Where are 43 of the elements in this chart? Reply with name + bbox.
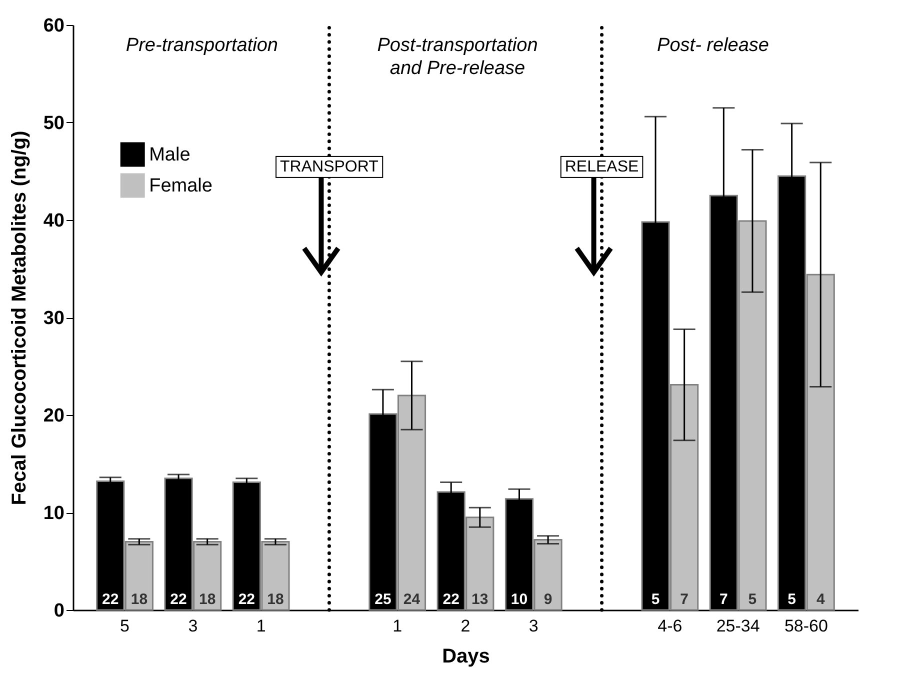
x-tick-label: 25-34 xyxy=(716,616,760,636)
annotation: 25 xyxy=(374,591,392,608)
annotation: 5 xyxy=(748,591,757,608)
annotation: 7 xyxy=(680,591,688,608)
y-tick-label: 60 xyxy=(43,16,64,36)
annotation: 22 xyxy=(238,591,256,608)
annotation: Pre-transportation xyxy=(126,35,278,56)
x-tick-label: 4-6 xyxy=(658,616,682,636)
x-tick-label: 3 xyxy=(188,616,198,636)
y-axis-title: Fecal Glucocorticoid Metabolites (ng/g) xyxy=(8,130,30,506)
annotation: 18 xyxy=(267,591,284,608)
annotation: 22 xyxy=(102,591,119,608)
y-tick-label: 20 xyxy=(43,406,64,426)
annotation: Post-transportation and Pre-release xyxy=(377,35,538,79)
annotation: Post- release xyxy=(657,35,770,56)
legend-label: Male xyxy=(149,144,190,166)
y-tick-label: 10 xyxy=(43,503,64,524)
annotation: 24 xyxy=(403,591,421,608)
annotation: 22 xyxy=(442,591,460,608)
annotation: 22 xyxy=(170,591,187,608)
x-tick-label: 2 xyxy=(460,616,470,636)
annotation: 7 xyxy=(719,591,728,608)
annotation: 13 xyxy=(472,591,488,608)
y-tick-label: 0 xyxy=(54,600,64,622)
annotation: 18 xyxy=(130,591,148,608)
annotation: 5 xyxy=(651,591,660,608)
annotation: 18 xyxy=(198,591,216,608)
y-tick-label: 50 xyxy=(43,113,64,134)
annotation: 4 xyxy=(816,591,826,608)
annotation: 10 xyxy=(510,591,528,608)
x-tick-label: 1 xyxy=(256,616,266,636)
x-tick-label: 5 xyxy=(120,616,130,636)
annotation: 9 xyxy=(544,591,552,608)
annotation: 5 xyxy=(788,591,796,608)
x-tick-label: 3 xyxy=(528,616,538,636)
annotation: RELEASE xyxy=(564,158,639,176)
annotation: TRANSPORT xyxy=(280,158,379,176)
x-axis-title: Days xyxy=(442,646,490,668)
x-tick-label: 58-60 xyxy=(784,616,828,636)
legend-label: Female xyxy=(149,176,212,196)
y-tick-label: 40 xyxy=(43,210,64,232)
x-tick-label: 1 xyxy=(392,616,402,636)
y-tick-label: 30 xyxy=(43,308,64,329)
